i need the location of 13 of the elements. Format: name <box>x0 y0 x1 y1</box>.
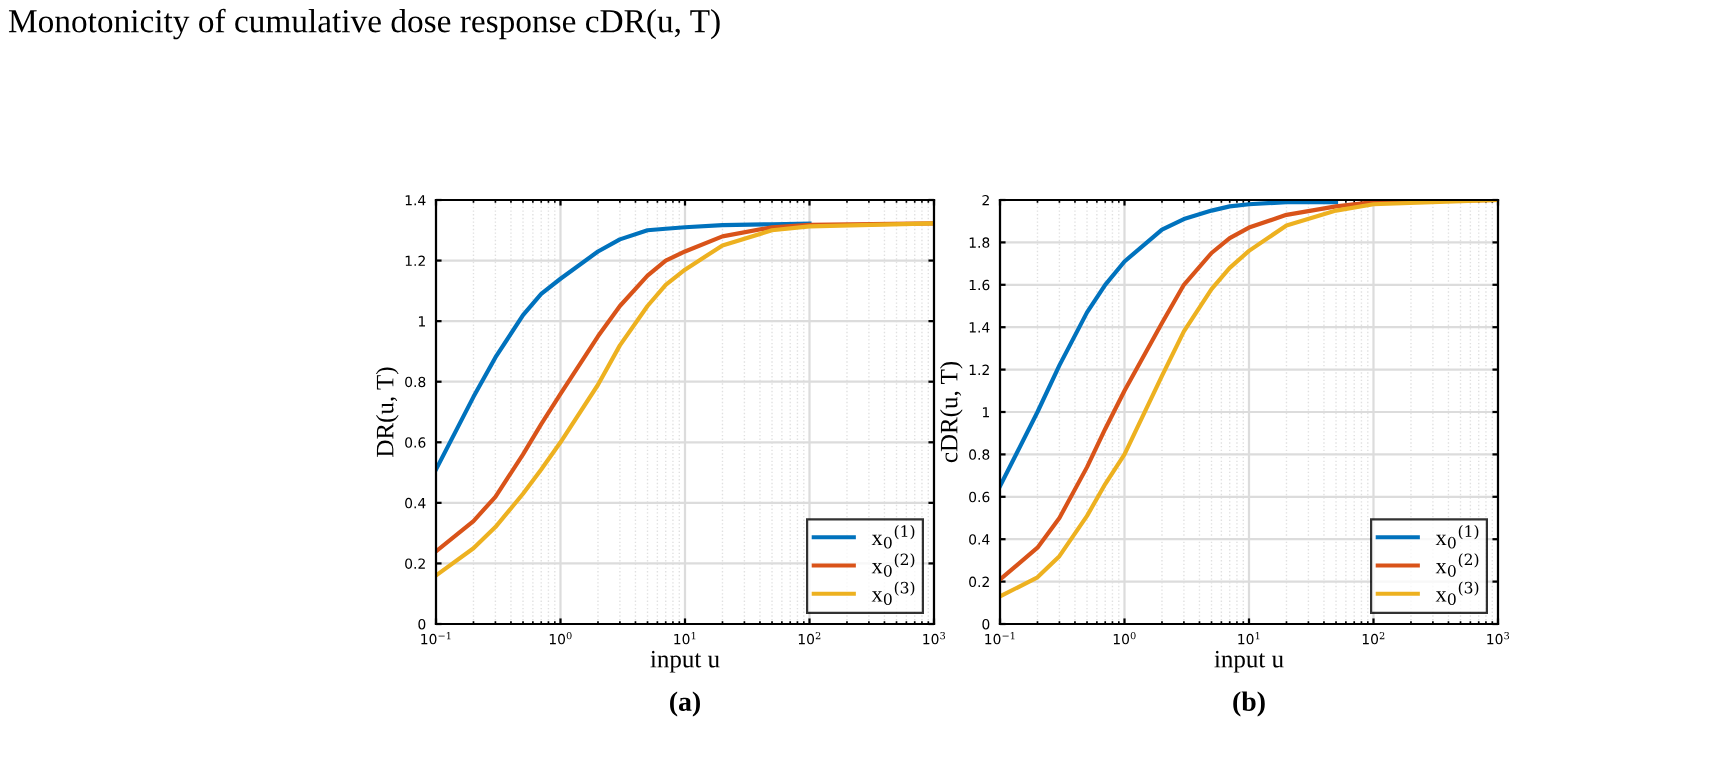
legend-label: x$_{0}$$^{(3)}$ <box>871 581 915 606</box>
legend-label: x$_{0}$$^{(2)}$ <box>1435 553 1479 577</box>
legend-label: x$_{0}$$^{(2)}$ <box>871 553 915 577</box>
y-axis-title: DR(u, T) <box>375 367 399 457</box>
x-axis-title: input u <box>650 650 720 673</box>
legend-label: x$_{0}$$^{(1)}$ <box>871 525 915 549</box>
legend-label: x$_{0}$$^{(1)}$ <box>1435 525 1479 549</box>
x-axis-title: input u <box>1214 650 1284 673</box>
chart-title: Monotonicity of cumulative dose response cDR(u, T) <box>8 8 720 40</box>
y-axis-title: cDR(u, T) <box>939 361 963 463</box>
text: (b) <box>1233 691 1265 717</box>
legend-label: x$_{0}$$^{(3)}$ <box>1435 581 1479 606</box>
text: (a) <box>670 691 700 717</box>
